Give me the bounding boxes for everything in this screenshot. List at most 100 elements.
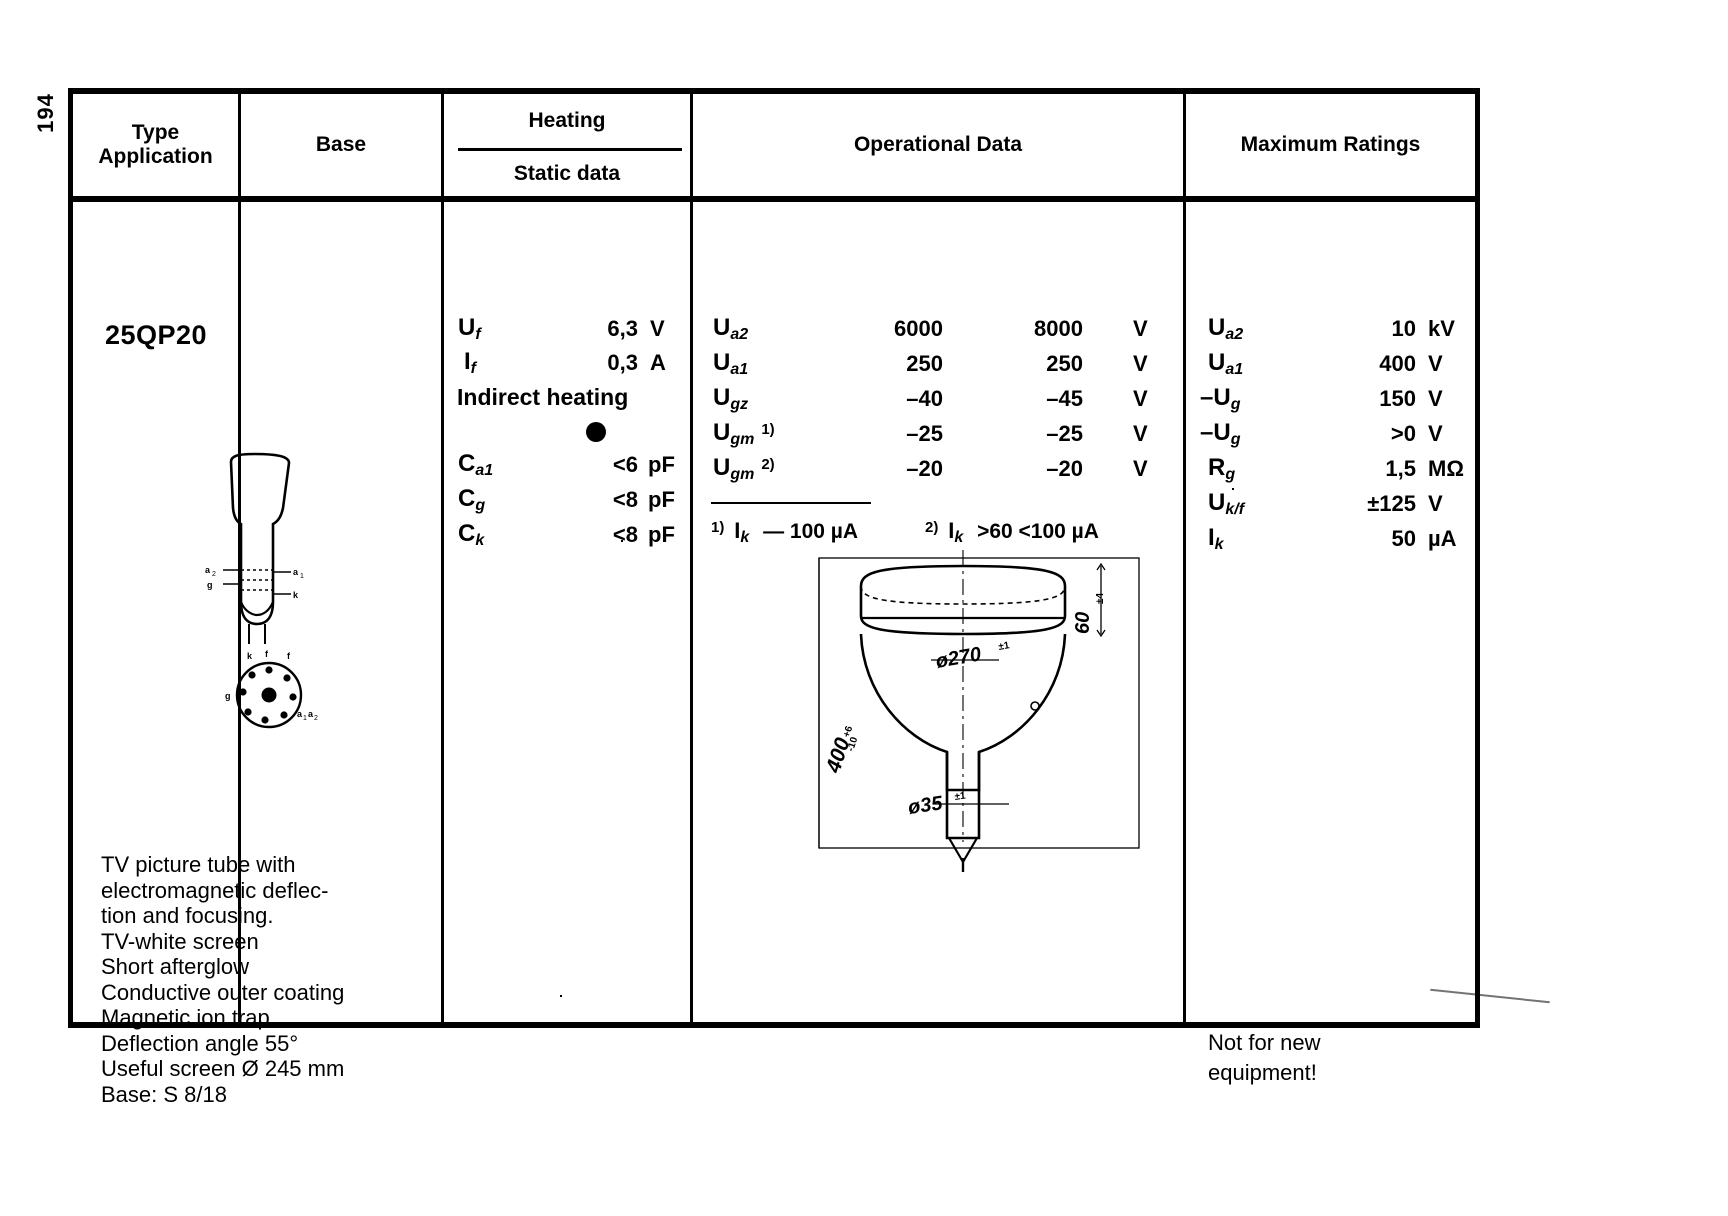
svg-text:1: 1	[303, 715, 307, 722]
heating-cg-unit: pF	[648, 487, 675, 512]
operational-ua2-subscript: a2	[730, 326, 749, 343]
dimension-depth-label: 60	[1072, 612, 1094, 634]
maximum-row-ukf: Uk/f	[1208, 489, 1244, 519]
svg-text:f: f	[287, 651, 291, 661]
header-type-application: Type Application	[73, 94, 238, 196]
header-application-label: Application	[98, 145, 213, 168]
operational-ugz-subscript: gz	[730, 396, 749, 413]
operational-ua1-subscript: a1	[730, 361, 749, 378]
operational-ua1-col2: 250	[1046, 351, 1083, 376]
svg-text:a: a	[297, 709, 303, 719]
footnote-1-text: — 100 µA	[763, 520, 859, 543]
desc-line-2: tion and focusing.	[101, 903, 274, 928]
maximum-ug1-unit: V	[1428, 386, 1443, 411]
heating-row-if: If	[464, 348, 476, 378]
table-header-row: Type Application Base Heating Static dat…	[73, 94, 1475, 202]
maximum-ukf-unit: V	[1428, 491, 1443, 516]
heating-cg-value: <8	[612, 487, 638, 512]
header-heating-rule	[458, 148, 682, 151]
operational-row-ugz: Ugz	[713, 384, 748, 414]
maximum-row-ug-1: –Ug	[1200, 384, 1240, 414]
body-divider-4	[1183, 202, 1186, 1022]
maximum-rg-value: 1,5	[1385, 456, 1416, 481]
footnote-separator-rule	[711, 502, 871, 504]
scan-speck	[1232, 488, 1234, 490]
header-static-data-title: Static data	[513, 161, 621, 185]
scan-speck	[560, 995, 562, 997]
data-table: Type Application Base Heating Static dat…	[68, 88, 1480, 1107]
maximum-row-ug-2: –Ug	[1200, 419, 1240, 449]
header-heating-group: Heating Static data	[444, 94, 690, 196]
maximum-row-ua1: Ua1	[1208, 349, 1243, 379]
operational-row-ugm-1: Ugm 1)	[713, 419, 775, 449]
svg-text:2: 2	[314, 715, 318, 722]
base-pinout-figure: k f f g a 1 a 2	[209, 637, 329, 747]
dimension-width-tolerance-low: -10	[845, 735, 860, 753]
body-divider-3	[690, 202, 693, 1022]
maximum-rg-symbol: R	[1208, 454, 1226, 481]
dimension-screen-label: ø270	[934, 643, 983, 673]
footnote-2: 2) Ik >60 <100 µA	[925, 518, 1099, 547]
desc-line-6: Magnetic ion trap	[101, 1005, 270, 1030]
desc-line-7: Deflection angle 55°	[101, 1030, 299, 1056]
svg-text:1: 1	[300, 573, 304, 580]
heating-cg-symbol: C	[458, 485, 476, 512]
tube-envelope-figure: a 2 g a 1 k	[193, 452, 343, 712]
operational-row-ua1: Ua1	[713, 349, 748, 379]
maximum-ug2-unit: V	[1428, 421, 1443, 446]
obsolescence-notice: Not for new equipment!	[1208, 1028, 1321, 1088]
scan-speck	[621, 540, 623, 542]
footnote-2-marker: 2)	[925, 519, 939, 536]
heating-row-uf: Uf	[458, 314, 481, 344]
desc-line-9: Base: S 8/18	[101, 1081, 227, 1107]
obsolescence-notice-line-2: equipment!	[1208, 1060, 1317, 1085]
operational-ugm2-unit: V	[1133, 456, 1148, 481]
tube-envelope-drawing: a 2 g a 1 k	[205, 452, 304, 644]
table-body: 25QP20 TV picture tube with electromagne…	[73, 202, 1475, 1107]
operational-row-ua2: Ua2	[713, 314, 748, 344]
maximum-ua1-subscript: a1	[1225, 361, 1244, 378]
heating-if-unit: A	[650, 350, 666, 375]
heating-ck-symbol: C	[458, 520, 476, 547]
svg-text:a: a	[293, 567, 299, 577]
operational-ua2-col2: 8000	[1034, 316, 1083, 341]
footnote-2-symbol: I	[948, 518, 955, 543]
maximum-row-ua2: Ua2	[1208, 314, 1243, 344]
maximum-ua2-unit: kV	[1428, 316, 1455, 341]
header-operational-data: Operational Data	[853, 133, 1023, 156]
maximum-rg-unit: MΩ	[1428, 456, 1464, 481]
heating-if-subscript: f	[470, 360, 476, 377]
operational-ugm2-col2: –20	[1046, 456, 1083, 481]
header-divider-2	[441, 94, 444, 196]
dimension-neck-tolerance: ±1	[954, 790, 967, 802]
maximum-ik-value: 50	[1391, 526, 1416, 551]
footnote-1: 1) Ik — 100 µA	[711, 518, 858, 547]
operational-ugm2-symbol: U	[713, 454, 731, 481]
desc-line-5: Conductive outer coating	[101, 979, 345, 1005]
heating-ca1-subscript: a1	[475, 462, 494, 479]
heating-ck-unit: pF	[648, 522, 675, 547]
operational-column: Ua2 6000 8000 V Ua1 250 250 V Ugz –40 –4…	[693, 202, 1183, 1022]
application-description: TV picture tube with electromagnetic def…	[101, 852, 406, 1107]
desc-line-3: TV-white screen	[101, 928, 259, 954]
heating-uf-symbol: U	[458, 314, 476, 341]
header-divider-3	[690, 94, 693, 196]
header-type-label: Type	[131, 121, 180, 144]
heating-row-ck: Ck	[458, 520, 484, 550]
heating-row-cg: Cg	[458, 485, 485, 515]
operational-ugm1-col2: –25	[1046, 421, 1083, 446]
maximum-row-rg: Rg	[1208, 454, 1235, 484]
operational-ugz-symbol: U	[713, 384, 731, 411]
heating-ca1-value: <6	[612, 452, 638, 477]
svg-text:g: g	[225, 691, 231, 701]
maximum-ug1-symbol: U	[1213, 384, 1231, 411]
maximum-ua2-subscript: a2	[1225, 326, 1244, 343]
maximum-ukf-symbol: U	[1208, 489, 1226, 516]
heating-ca1-symbol: C	[458, 450, 476, 477]
dimension-depth-tolerance: ±4	[1095, 593, 1106, 604]
operational-ugm1-unit: V	[1133, 421, 1148, 446]
maximum-ukf-subscript: k/f	[1225, 501, 1245, 518]
type-name: 25QP20	[105, 320, 208, 350]
maximum-ua1-value: 400	[1379, 351, 1416, 376]
header-divider-1	[238, 94, 241, 196]
